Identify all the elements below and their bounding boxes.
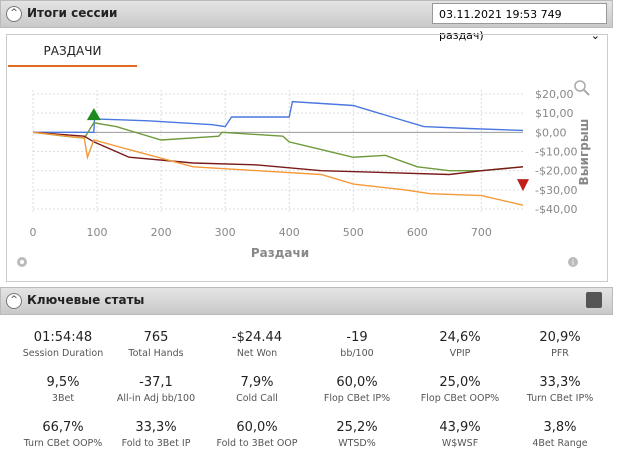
settings-icon[interactable] bbox=[17, 257, 27, 267]
x-tick-label: 100 bbox=[87, 226, 108, 239]
y-tick-label: $0,00 bbox=[535, 126, 567, 139]
stat-label: Turn CBet OOP% bbox=[23, 438, 103, 449]
x-tick-label: 300 bbox=[215, 226, 236, 239]
layout-button[interactable] bbox=[586, 292, 602, 308]
stat-label: Flop CBet OOP% bbox=[420, 393, 500, 404]
x-tick-label: 200 bbox=[151, 226, 172, 239]
stat-label: WTSD% bbox=[338, 438, 376, 449]
series-line bbox=[32, 121, 524, 172]
stat-value: 765 bbox=[143, 330, 169, 345]
series-line bbox=[32, 131, 524, 206]
x-tick-label: 500 bbox=[343, 226, 364, 239]
x-tick-label: 0 bbox=[30, 226, 37, 239]
collapse-button[interactable]: ^ bbox=[6, 6, 22, 22]
stat-value: 20,9% bbox=[539, 330, 581, 345]
stat-label: VPIP bbox=[449, 348, 471, 359]
stat-label: W$WSF bbox=[441, 438, 479, 449]
y-tick-label: -$40,00 bbox=[535, 203, 577, 216]
stat-value: -37,1 bbox=[139, 375, 173, 390]
stats-title: Ключевые статы bbox=[27, 293, 145, 307]
stat-value: -$24.44 bbox=[231, 330, 283, 345]
stat-value: 24,6% bbox=[439, 330, 481, 345]
stat-label: Flop CBet IP% bbox=[323, 393, 391, 404]
collapse-button[interactable]: ^ bbox=[6, 293, 22, 309]
x-tick-label: 400 bbox=[279, 226, 300, 239]
stat-label: 4Bet Range bbox=[532, 438, 588, 449]
x-tick-label: 700 bbox=[471, 226, 492, 239]
y-tick-label: -$20,00 bbox=[535, 165, 577, 178]
session-header: ^ Итоги сессии 03.11.2021 19:53 749 разд… bbox=[0, 0, 613, 42]
stat-value: 60,0% bbox=[336, 375, 378, 390]
stat-value: 9,5% bbox=[46, 375, 80, 390]
stat-label: All-in Adj bb/100 bbox=[116, 393, 196, 404]
chevron: ⌄ bbox=[590, 29, 600, 42]
stat-value: 3,8% bbox=[543, 420, 577, 435]
stat-value: 33,3% bbox=[539, 375, 581, 390]
x-tick-label: 600 bbox=[407, 226, 428, 239]
stat-label: PFR bbox=[551, 348, 569, 359]
y-tick-label: $10,00 bbox=[535, 107, 574, 120]
max-marker bbox=[86, 108, 101, 121]
x-axis-label: Раздачи bbox=[251, 246, 309, 260]
tab[interactable]: РАЗДАЧИ bbox=[8, 36, 137, 67]
header-title: Итоги сессии bbox=[27, 6, 118, 20]
stat-label: Net Won bbox=[236, 348, 278, 359]
stat-value: 7,9% bbox=[240, 375, 274, 390]
stat-value: 66,7% bbox=[42, 420, 84, 435]
stat-value: 25,2% bbox=[336, 420, 378, 435]
y-axis-label: Выигрыш bbox=[577, 119, 591, 186]
stats-header: ^ Ключевые статы bbox=[0, 287, 613, 315]
stat-value: -19 bbox=[346, 330, 368, 345]
chart-panel bbox=[6, 34, 608, 282]
stat-label: Session Duration bbox=[22, 348, 104, 359]
svg-text:i: i bbox=[572, 258, 574, 267]
chart: Раздачи Выигрыш i $20,00 $10,00 $0,00 -$10,… bbox=[17, 80, 591, 267]
series-line bbox=[32, 131, 524, 176]
y-tick-label: $20,00 bbox=[535, 88, 574, 101]
stat-label: Turn CBet IP% bbox=[526, 393, 594, 404]
stat-value: 60,0% bbox=[236, 420, 278, 435]
session-select[interactable]: 03.11.2021 19:53 749 раздач) ⌄ bbox=[432, 3, 607, 42]
zoom-icon[interactable] bbox=[574, 80, 590, 96]
stat-label: Total Hands bbox=[128, 348, 184, 359]
min-marker bbox=[517, 179, 529, 192]
series-line bbox=[33, 100, 524, 134]
stat-value: 33,3% bbox=[135, 420, 177, 435]
session-select-text: 03.11.2021 19:53 749 раздач) bbox=[439, 8, 562, 42]
stat-value: 25,0% bbox=[439, 375, 481, 390]
stat-label: 3Bet bbox=[51, 393, 75, 404]
stat-label: Fold to 3Bet OOP bbox=[216, 438, 298, 449]
stat-value: 43,9% bbox=[439, 420, 481, 435]
y-tick-label: -$10,00 bbox=[535, 146, 577, 159]
info-icon[interactable]: i bbox=[568, 257, 578, 267]
stat-label: Fold to 3Bet IP bbox=[121, 438, 191, 449]
stat-label: Cold Call bbox=[236, 393, 278, 404]
stat-label: bb/100 bbox=[340, 348, 374, 359]
y-tick-label: -$30,00 bbox=[535, 184, 577, 197]
stat-value: 01:54:48 bbox=[33, 330, 93, 345]
